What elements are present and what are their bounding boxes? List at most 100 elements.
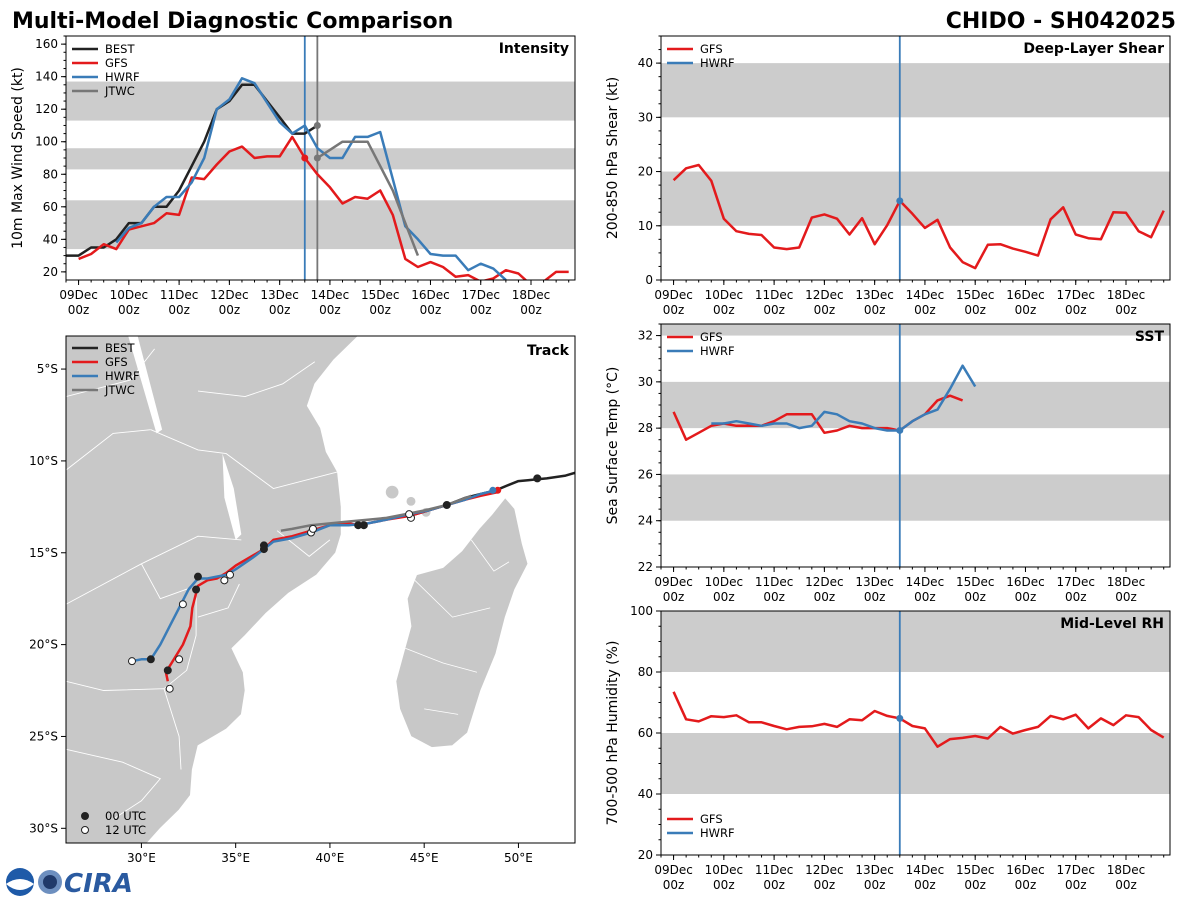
country-border-8	[197, 583, 240, 618]
shear-xtick-label-hour: 00z	[1065, 303, 1087, 317]
shear-panel-title: Deep-Layer Shear	[1023, 41, 1164, 57]
intensity-xtick-label-hour: 00z	[420, 303, 442, 317]
track-ytick-label: 20°S	[29, 638, 58, 652]
intensity-xtick-label-day: 09Dec	[59, 288, 98, 302]
country-border-4	[66, 680, 182, 770]
rh-init-point	[896, 714, 904, 722]
madagascar-landmass	[395, 497, 529, 748]
intensity-xtick-label-day: 17Dec	[461, 288, 500, 302]
intensity-xtick-label-hour: 00z	[319, 303, 341, 317]
track-point-00utc	[533, 474, 542, 483]
shear-ytick-label: 30	[638, 110, 653, 124]
sst-ytick-label: 24	[638, 514, 653, 528]
intensity-xtick-label-hour: 00z	[520, 303, 542, 317]
sst-line-hwrf	[711, 364, 977, 432]
madagascar-region-border-0	[414, 580, 491, 618]
intensity-xtick-label-day: 12Dec	[210, 288, 249, 302]
intensity-xtick-label-hour: 00z	[68, 303, 90, 317]
track-point-12utc	[165, 684, 174, 693]
track-point-00utc	[163, 666, 172, 675]
rh-ytick-label: 20	[638, 848, 653, 862]
intensity-ytick-label: 60	[43, 200, 58, 214]
track-ytick-label: 30°S	[29, 821, 58, 835]
track-xtick-label: 35°E	[221, 851, 250, 865]
island-1	[405, 496, 417, 507]
rh-ytick-label: 60	[638, 726, 653, 740]
intensity-xtick-label-hour: 00z	[269, 303, 291, 317]
sst-ytick-label: 30	[638, 375, 653, 389]
sst-xtick-label-hour: 00z	[1115, 590, 1137, 604]
intensity-xtick-label-day: 16Dec	[411, 288, 450, 302]
sst-panel-title: SST	[1135, 329, 1165, 345]
intensity-series-group	[66, 77, 569, 280]
shear-xtick-label-hour: 00z	[763, 303, 785, 317]
track-marker-legend-symbol-1	[81, 826, 89, 834]
shear-band-1	[661, 63, 1170, 118]
rh-xtick-label-day: 12Dec	[805, 863, 844, 877]
rh-ytick-label: 40	[638, 787, 653, 801]
track-point-00utc	[192, 585, 201, 594]
sst-xtick-label-day: 18Dec	[1107, 575, 1146, 589]
sst-xtick-label-day: 16Dec	[1006, 575, 1045, 589]
track-ytick-label: 10°S	[29, 454, 58, 468]
rh-xtick-label-hour: 00z	[864, 878, 886, 892]
sst-ylabel: Sea Surface Temp (°C)	[605, 367, 621, 525]
sst-xtick-label-hour: 00z	[914, 590, 936, 604]
track-map-layer	[66, 336, 575, 843]
track-point-12utc	[405, 510, 414, 519]
intensity-xtick-label-hour: 00z	[168, 303, 190, 317]
country-border-0	[150, 429, 338, 489]
shear-ytick-label: 0	[645, 273, 653, 287]
sst-xtick-label-hour: 00z	[814, 590, 836, 604]
sst-xtick-label-day: 11Dec	[755, 575, 794, 589]
track-map-panel: 30°E 35°E 40°E 45°E 50°E 5°S 10°S 15°S 20°S 25°S 3…	[29, 335, 576, 865]
intensity-ytick-label: 40	[43, 232, 58, 246]
intensity-ytick-label: 140	[35, 70, 58, 84]
madagascar-region-border-3	[470, 539, 510, 572]
rh-xtick-label-day: 13Dec	[855, 863, 894, 877]
rh-ytick-label: 80	[638, 665, 653, 679]
intensity-ylabel: 10m Max Wind Speed (kt)	[10, 67, 26, 249]
shear-ylabel: 200-850 hPa Shear (kt)	[605, 77, 621, 239]
track-point-12utc	[178, 600, 187, 609]
sst-ytick-label: 28	[638, 421, 653, 435]
shear-xtick-label-hour: 00z	[1015, 303, 1037, 317]
shear-xtick-label-day: 12Dec	[805, 288, 844, 302]
intensity-legend-label-gfs: GFS	[105, 56, 128, 70]
gfs-init-point	[494, 486, 502, 494]
shear-xtick-label-hour: 00z	[864, 303, 886, 317]
sst-ytick-label: 26	[638, 467, 653, 481]
intensity-ytick-label: 20	[43, 265, 58, 279]
track-legend-label-gfs: GFS	[105, 355, 128, 369]
track-point-12utc	[127, 657, 136, 666]
rh-xtick-label-day: 16Dec	[1006, 863, 1045, 877]
track-point-00utc	[146, 655, 155, 664]
sst-xtick-label-day: 15Dec	[956, 575, 995, 589]
track-legend-label-jtwc: JTWC	[104, 383, 135, 397]
logo-text: CIRA	[64, 869, 133, 899]
track-marker-legend-label: 12 UTC	[105, 823, 146, 837]
sst-xtick-label-hour: 00z	[1065, 590, 1087, 604]
shear-xtick-label-day: 09Dec	[654, 288, 693, 302]
sst-init-point	[896, 426, 904, 434]
sst-xtick-label-hour: 00z	[964, 590, 986, 604]
shear-ytick-label: 40	[638, 56, 653, 70]
sst-legend-label-gfs: GFS	[700, 330, 723, 344]
sst-xtick-label-hour: 00z	[763, 590, 785, 604]
rh-xtick-label-hour: 00z	[1065, 878, 1087, 892]
sst-xtick-label-day: 14Dec	[906, 575, 945, 589]
africa-landmass	[66, 336, 359, 843]
rh-xtick-label-hour: 00z	[1015, 878, 1037, 892]
sst-frame	[660, 323, 1171, 568]
intensity-xtick-label-hour: 00z	[118, 303, 140, 317]
intensity-band-0	[66, 200, 575, 250]
intensity-jtwc-init-point	[313, 154, 321, 162]
rh-xtick-label-day: 17Dec	[1056, 863, 1095, 877]
rh-ytick-label: 100	[630, 604, 653, 618]
shear-ytick-label: 20	[638, 165, 653, 179]
madagascar-region-border-1	[405, 647, 478, 673]
rh-panel: 2040608010009Dec00z10Dec00z11Dec00z12Dec…	[605, 604, 1171, 892]
sst-xtick-label-hour: 00z	[864, 590, 886, 604]
country-border-3	[141, 563, 197, 690]
